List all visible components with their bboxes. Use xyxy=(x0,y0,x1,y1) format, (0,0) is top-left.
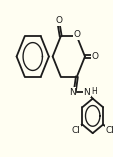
Text: N: N xyxy=(69,88,75,97)
Text: O: O xyxy=(73,30,80,39)
Text: Cl: Cl xyxy=(104,126,113,135)
Text: O: O xyxy=(91,52,98,61)
Text: N: N xyxy=(83,88,89,97)
Text: H: H xyxy=(91,87,97,96)
Text: O: O xyxy=(55,16,61,25)
Text: Cl: Cl xyxy=(71,126,80,135)
